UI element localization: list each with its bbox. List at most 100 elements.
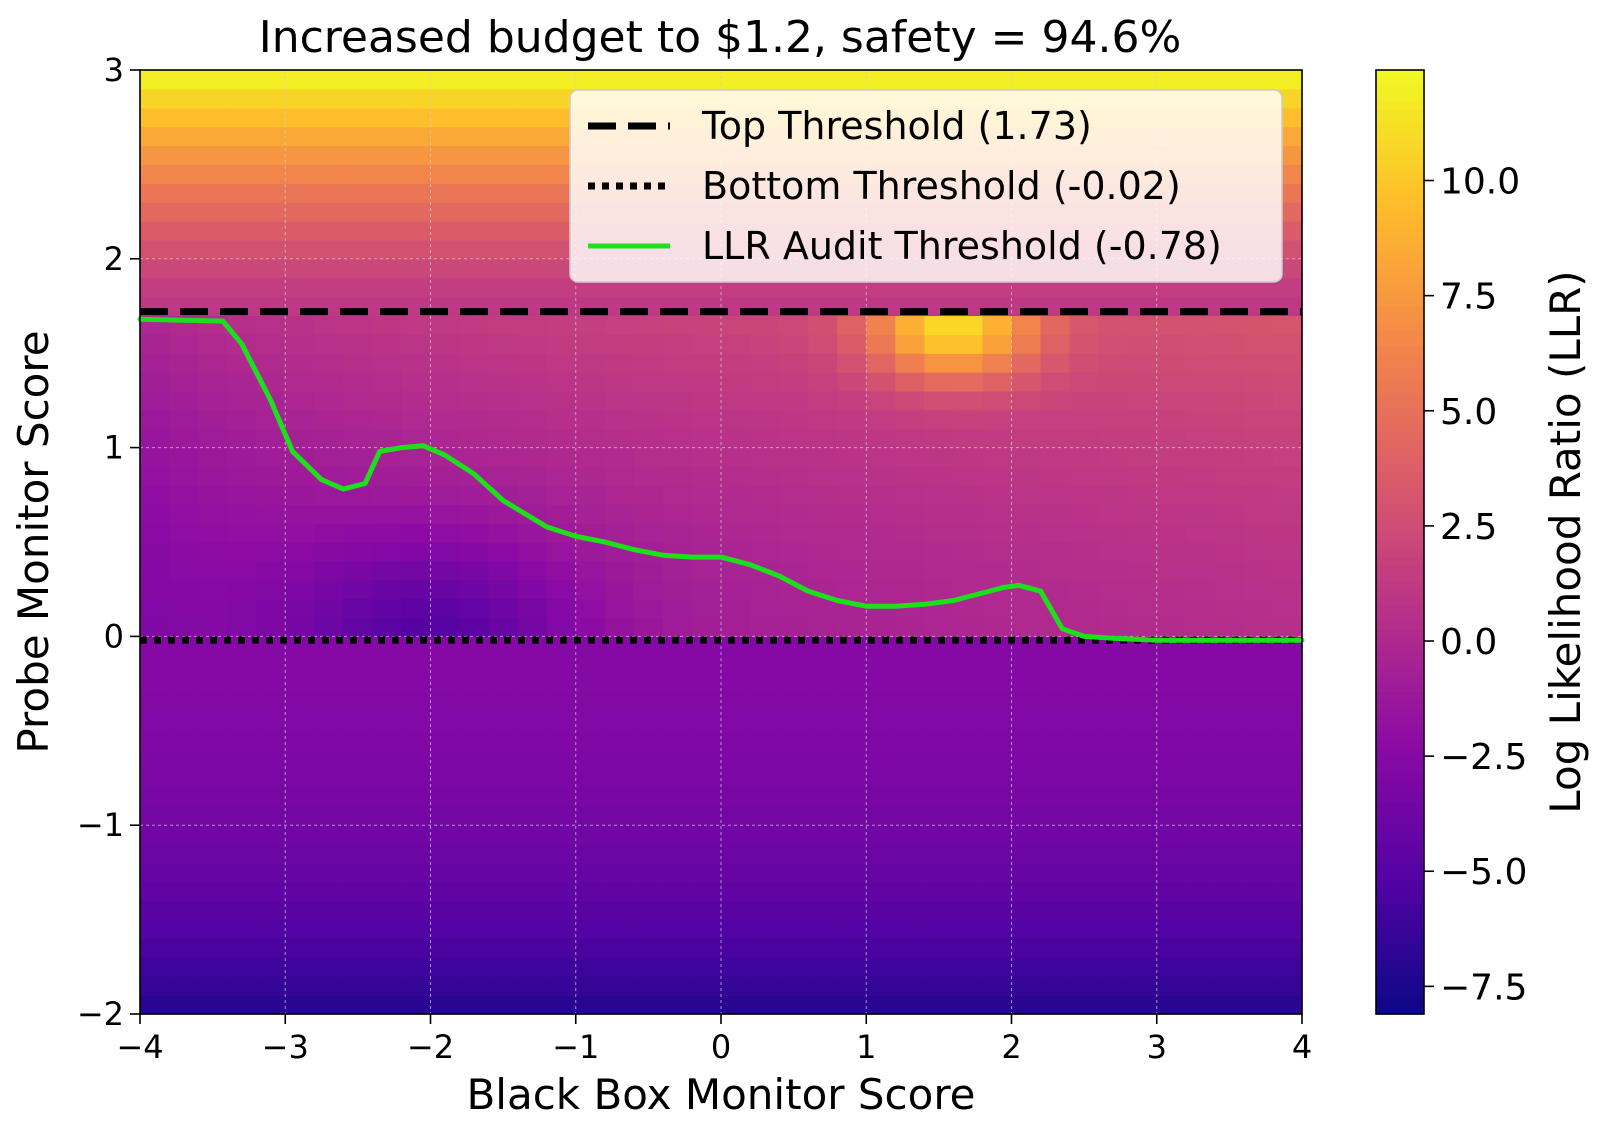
heatmap-cell [1214, 372, 1245, 392]
heatmap-cell [662, 334, 693, 354]
heatmap-cell [837, 466, 867, 486]
colorbar-segment [1376, 597, 1424, 606]
heatmap-cell [575, 542, 606, 562]
heatmap-cell [1040, 862, 1071, 883]
x-tick-label: 2 [1001, 1028, 1021, 1066]
colorbar-segment [1376, 101, 1424, 110]
heatmap-cell [1243, 617, 1274, 637]
heatmap-cell [285, 523, 315, 543]
heatmap-cell [575, 617, 606, 637]
heatmap-cell [866, 862, 896, 883]
heatmap-cell [285, 655, 315, 675]
colorbar-segment [1376, 164, 1424, 173]
heatmap-cell [779, 919, 809, 940]
heatmap-cell [1069, 957, 1100, 977]
heatmap-cell [837, 70, 867, 90]
heatmap-cell [604, 711, 635, 732]
heatmap-cell [430, 749, 461, 770]
heatmap-cell [430, 976, 461, 996]
heatmap-cell [343, 428, 373, 449]
heatmap-cell [285, 504, 315, 524]
heatmap-cell [459, 693, 490, 713]
heatmap-cell [372, 390, 403, 411]
heatmap-cell [517, 164, 548, 184]
heatmap-cell [779, 598, 809, 619]
heatmap-cell [314, 542, 344, 562]
heatmap-cell [721, 334, 751, 354]
heatmap-cell [779, 976, 809, 996]
heatmap-cell [1272, 409, 1303, 430]
heatmap-cell [691, 862, 722, 883]
heatmap-cell [285, 617, 315, 637]
heatmap-cell [198, 844, 228, 864]
heatmap-cell [227, 938, 257, 958]
heatmap-cell [169, 806, 199, 826]
heatmap-cell [1127, 693, 1158, 713]
heatmap-cell [488, 409, 519, 430]
colorbar-segment [1376, 951, 1424, 960]
heatmap-cell [140, 806, 170, 826]
heatmap-cell [662, 655, 693, 675]
heatmap-cell [169, 787, 199, 807]
heatmap-cell [314, 202, 344, 222]
heatmap-cell [662, 372, 693, 392]
heatmap-cell [1098, 787, 1129, 807]
heatmap-cell [1214, 957, 1245, 977]
heatmap-cell [488, 674, 519, 694]
heatmap-cell [140, 485, 170, 505]
heatmap-cell [314, 919, 344, 940]
heatmap-cell [198, 995, 228, 1015]
heatmap-cell [662, 938, 693, 958]
heatmap-cell [256, 693, 286, 713]
heatmap-cell [285, 919, 315, 940]
heatmap-cell [343, 542, 373, 562]
heatmap-cell [604, 825, 635, 845]
heatmap-cell [1185, 372, 1216, 392]
heatmap-cell [953, 749, 984, 770]
heatmap-cell [1069, 844, 1100, 864]
heatmap-cell [1098, 881, 1129, 902]
heatmap-cell [140, 938, 170, 958]
colorbar-segment [1376, 856, 1424, 866]
heatmap-cell [895, 693, 925, 713]
heatmap-cell [924, 504, 954, 524]
heatmap-cell [1272, 825, 1303, 845]
heatmap-cell [982, 485, 1013, 505]
heatmap-cell [1011, 617, 1042, 637]
heatmap-cell [1011, 409, 1042, 430]
heatmap-cell [227, 617, 257, 637]
heatmap-cell [1214, 617, 1245, 637]
heatmap-cell [459, 617, 490, 637]
heatmap-cell [459, 221, 490, 241]
heatmap-cell [691, 881, 722, 902]
heatmap-cell [924, 466, 954, 486]
heatmap-cell [517, 390, 548, 411]
heatmap-cell [604, 504, 635, 524]
heatmap-cell [169, 485, 199, 505]
heatmap-cell [575, 466, 606, 486]
heatmap-cell [691, 806, 722, 826]
heatmap-cell [1272, 428, 1303, 449]
heatmap-cell [198, 806, 228, 826]
heatmap-cell [982, 617, 1013, 637]
heatmap-cell [1040, 372, 1071, 392]
y-tick-label: −2 [77, 995, 124, 1033]
heatmap-cell [459, 183, 490, 203]
heatmap-cell [488, 711, 519, 732]
heatmap-cell [459, 749, 490, 770]
heatmap-cell [140, 183, 170, 203]
heatmap-cell [1243, 598, 1274, 619]
heatmap-cell [1069, 428, 1100, 449]
colorbar-segment [1376, 738, 1424, 748]
heatmap-cell [837, 485, 867, 505]
heatmap-cell [372, 258, 403, 279]
heatmap-cell [517, 976, 548, 996]
chart-title: Increased budget to $1.2, safety = 94.6% [259, 12, 1182, 63]
heatmap-cell [1272, 542, 1303, 562]
heatmap-cell [140, 693, 170, 713]
heatmap-cell [430, 239, 461, 260]
heatmap-cell [169, 164, 199, 184]
heatmap-cell [1156, 598, 1187, 619]
x-axis-label: Black Box Monitor Score [466, 1070, 975, 1119]
heatmap-cell [1127, 617, 1158, 637]
